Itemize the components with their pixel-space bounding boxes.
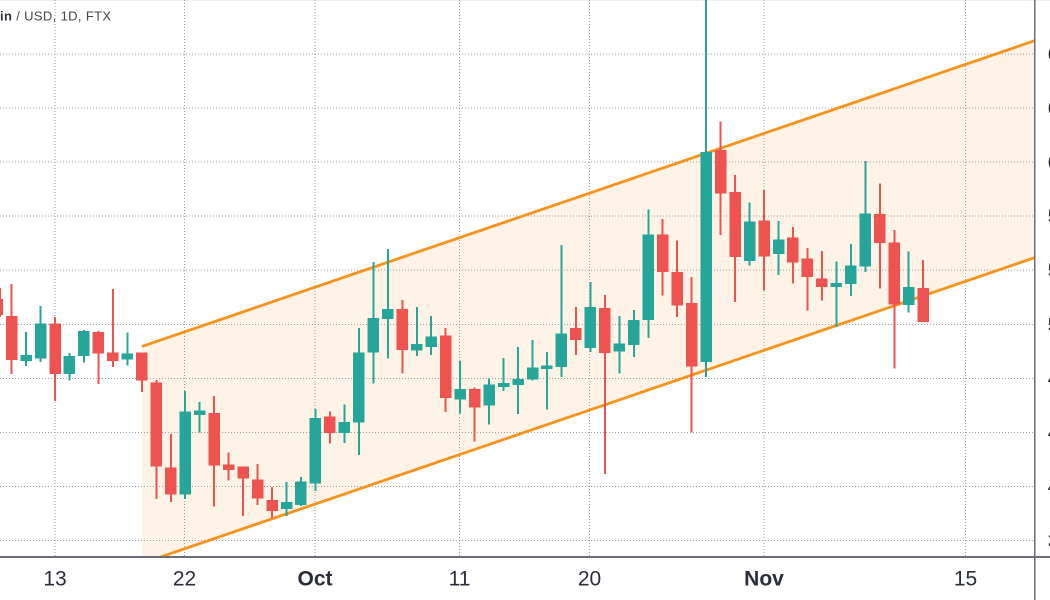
svg-text:51000: 51000	[1048, 315, 1050, 335]
svg-text:20: 20	[578, 568, 601, 591]
svg-text:15: 15	[954, 568, 977, 591]
svg-text:Oct: Oct	[297, 568, 332, 591]
svg-text:45000: 45000	[1048, 423, 1050, 443]
svg-text:22: 22	[173, 568, 196, 591]
svg-text:11: 11	[449, 568, 471, 591]
svg-text:57000: 57000	[1048, 207, 1050, 227]
svg-text:63000: 63000	[1048, 98, 1050, 118]
svg-text:in / USD, 1D, FTX: in / USD, 1D, FTX	[0, 9, 111, 24]
svg-text:42000: 42000	[1048, 477, 1050, 497]
svg-text:Nov: Nov	[744, 568, 784, 591]
svg-text:48000: 48000	[1048, 369, 1050, 389]
svg-text:39000: 39000	[1048, 531, 1050, 551]
svg-text:66000: 66000	[1048, 44, 1050, 64]
svg-text:60000: 60000	[1048, 153, 1050, 173]
svg-text:13: 13	[43, 568, 66, 591]
svg-text:54000: 54000	[1048, 261, 1050, 281]
